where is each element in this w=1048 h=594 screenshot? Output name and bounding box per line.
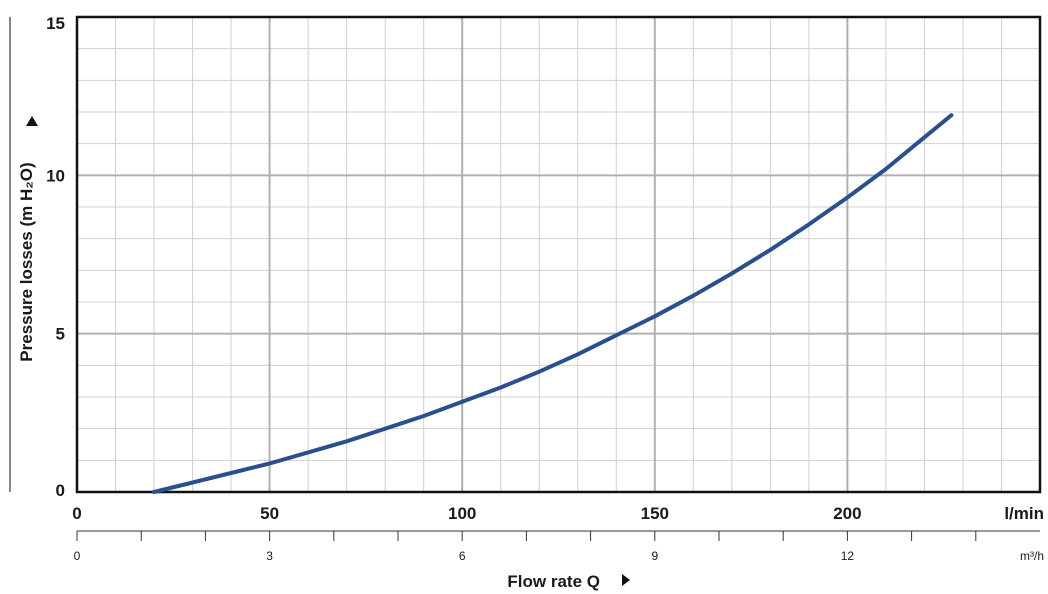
x-tick-labels-primary: 0 50 100 150 200 xyxy=(72,504,861,523)
plot-frame xyxy=(75,15,1042,494)
x-tick-label-primary: 100 xyxy=(448,504,476,523)
x-tick-label-primary: 50 xyxy=(260,504,279,523)
major-grid xyxy=(77,17,1040,492)
y-axis-title: Pressure losses (m H₂O) xyxy=(17,162,36,361)
x-axis-arrow-icon xyxy=(622,574,630,586)
series-line xyxy=(152,113,954,494)
y-axis-arrow-icon xyxy=(26,116,38,126)
x-unit-secondary-label: m³/h xyxy=(1020,549,1044,563)
x-tick-label-secondary: 9 xyxy=(651,549,658,563)
x-unit-primary-label: l/min xyxy=(1004,504,1044,523)
y-tick-label: 5 xyxy=(56,325,65,344)
series-group xyxy=(152,113,954,494)
y-tick-label: 0 xyxy=(56,481,65,500)
x-tick-label-secondary: 6 xyxy=(459,549,466,563)
x-tick-label-secondary: 0 xyxy=(74,549,81,563)
x-tick-label-primary: 150 xyxy=(641,504,669,523)
x-tick-label-secondary: 12 xyxy=(841,549,855,563)
y-tick-label: 15 xyxy=(46,14,65,33)
x-axis-secondary xyxy=(76,530,1040,541)
y-tick-labels: 0 5 10 15 xyxy=(46,14,65,500)
minor-grid xyxy=(77,17,1040,492)
x-axis-title: Flow rate Q xyxy=(507,572,600,591)
x-tick-label-secondary: 3 xyxy=(266,549,273,563)
y-tick-label: 10 xyxy=(46,166,65,185)
x-tick-labels-secondary: 0 3 6 9 12 xyxy=(74,549,855,563)
x-tick-label-primary: 200 xyxy=(833,504,861,523)
x-tick-label-primary: 0 xyxy=(72,504,81,523)
